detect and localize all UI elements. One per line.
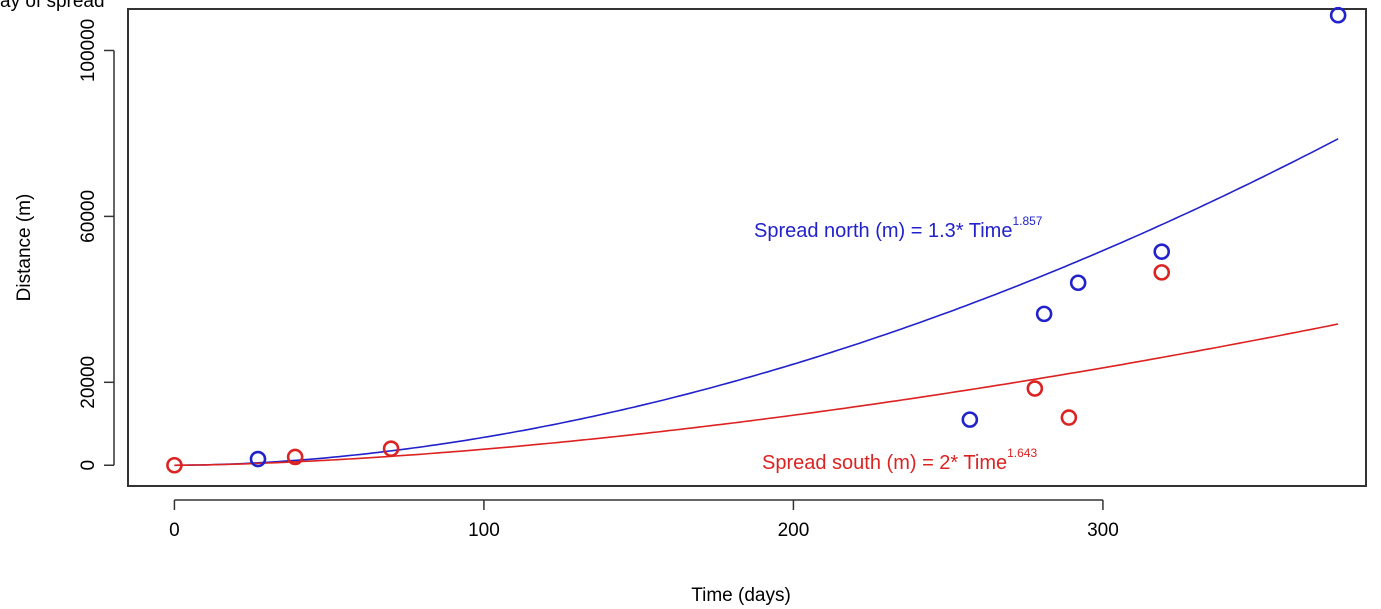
y-tick-label: 0 — [78, 460, 99, 471]
data-point-1 — [1153, 264, 1171, 281]
x-axis: 0 100 200 300 — [169, 499, 1119, 541]
data-point-0 — [249, 450, 267, 468]
fit-annotation-1: Spread south (m) = 2* Time1.643 — [762, 446, 1037, 474]
data-point-1 — [1060, 409, 1078, 426]
x-tick-label: 0 — [169, 520, 180, 541]
data-point-1 — [286, 448, 304, 466]
y-tick-label: 20000 — [78, 356, 99, 409]
x-tick-label: 200 — [778, 520, 810, 541]
header-fragment-text: ay of spread — [0, 0, 105, 12]
fit-annotation-text: Spread north (m) = 1.3* Time — [754, 220, 1012, 242]
y-tick-label: 60000 — [78, 190, 99, 243]
data-point-1 — [382, 440, 400, 457]
data-point-0 — [1153, 243, 1171, 260]
fit-curve-0 — [174, 138, 1339, 467]
fit-curve-1 — [174, 323, 1339, 467]
x-tick-label: 300 — [1087, 520, 1119, 541]
y-axis: 0 20000 60000 100000 — [78, 19, 115, 471]
plot-frame — [127, 8, 1367, 487]
data-points — [166, 6, 1347, 474]
data-point-1 — [1026, 380, 1044, 397]
fit-annotations: Spread north (m) = 1.3* Time1.857Spread … — [754, 214, 1043, 474]
data-point-0 — [1329, 6, 1347, 24]
fit-annotation-0: Spread north (m) = 1.3* Time1.857 — [754, 214, 1043, 242]
data-point-0 — [1035, 305, 1053, 323]
fit-annotation-exponent: 1.857 — [1012, 214, 1042, 228]
fit-curves — [174, 138, 1339, 467]
fit-annotation-text: Spread south (m) = 2* Time — [762, 452, 1007, 474]
fit-annotation-exponent: 1.643 — [1007, 446, 1037, 460]
data-point-1 — [166, 456, 183, 474]
x-axis-label: Time (days) — [691, 585, 791, 606]
y-axis-label: Distance (m) — [14, 194, 35, 302]
data-point-0 — [1069, 274, 1087, 292]
data-point-0 — [961, 411, 979, 428]
x-tick-label: 100 — [468, 520, 500, 541]
y-tick-label: 100000 — [78, 19, 99, 82]
